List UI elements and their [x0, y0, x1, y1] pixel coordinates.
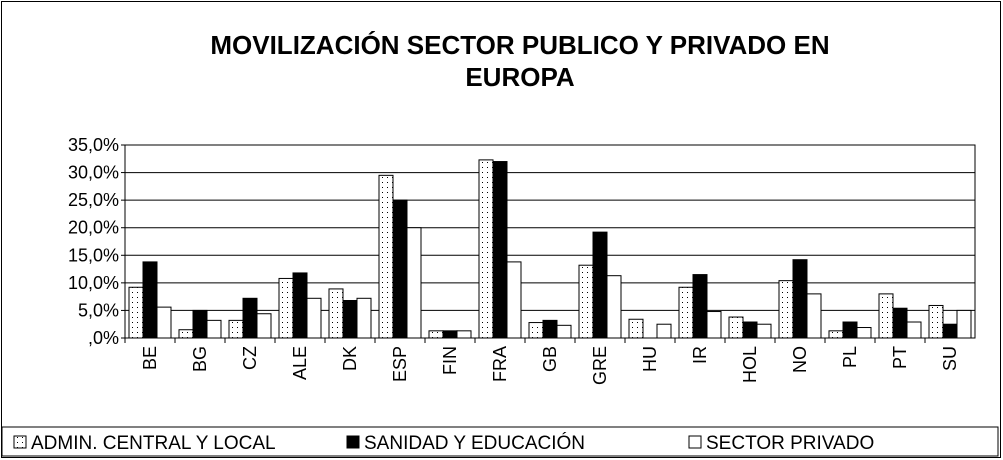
x-tick-label: DK [340, 346, 360, 371]
bar [292, 272, 308, 339]
bar [406, 227, 422, 339]
y-tick-label: 25,0% [68, 190, 119, 210]
x-tick-label: GRE [590, 346, 610, 385]
bar [528, 322, 544, 339]
y-tick-label: 35,0% [68, 135, 119, 155]
bar [792, 259, 808, 339]
bar [356, 297, 372, 339]
x-tick-label: BE [140, 346, 160, 370]
y-tick-label: 30,0% [68, 163, 119, 183]
bar [542, 319, 558, 339]
x-tick-label: PL [840, 346, 860, 368]
bar [878, 293, 894, 339]
legend-swatch [13, 435, 27, 449]
x-tick-label: SU [940, 346, 960, 371]
legend-swatch [688, 435, 702, 449]
bar [756, 323, 772, 339]
bar [706, 311, 722, 339]
bar [728, 316, 744, 339]
bar [478, 159, 494, 339]
x-tick-label: ESP [390, 346, 410, 382]
bar [428, 330, 444, 339]
bar [328, 288, 344, 339]
bar [456, 330, 472, 339]
chart-title: EUROPA [465, 62, 575, 92]
legend-swatch [346, 435, 360, 449]
bar [692, 274, 708, 339]
x-tick-label: HU [640, 346, 660, 372]
x-tick-label: CZ [240, 346, 260, 370]
bar [742, 321, 758, 339]
x-tick-label: GB [540, 346, 560, 372]
bar [628, 318, 644, 339]
x-tick-label: FRA [490, 346, 510, 382]
bar [142, 261, 158, 339]
y-tick-label: 10,0% [68, 273, 119, 293]
x-tick-label: HOL [740, 346, 760, 383]
bar [242, 297, 258, 339]
bar [256, 313, 272, 339]
bar [206, 319, 222, 339]
bar [606, 275, 622, 339]
bar [656, 323, 672, 339]
bar [942, 323, 958, 339]
x-tick-label: PT [890, 346, 910, 369]
legend-label: ADMIN. CENTRAL Y LOCAL [31, 433, 276, 454]
bar [856, 327, 872, 339]
y-tick-label: 20,0% [68, 218, 119, 238]
bar [578, 264, 594, 339]
legend-label: SANIDAD Y EDUCACIÓN [364, 432, 585, 454]
legend-box [1, 426, 999, 457]
bar [442, 330, 458, 339]
bar [306, 297, 322, 339]
plot-area [124, 144, 976, 339]
bar [928, 304, 944, 339]
bar [192, 309, 208, 339]
bar [342, 300, 358, 339]
bar [678, 286, 694, 339]
bar [492, 161, 508, 339]
legend-label: SECTOR PRIVADO [706, 433, 874, 454]
x-tick-label: BG [190, 346, 210, 372]
bar [378, 174, 394, 339]
bar [806, 293, 822, 339]
bar [128, 286, 144, 339]
bar [592, 231, 608, 339]
y-tick-label: 15,0% [68, 245, 119, 265]
bar [228, 319, 244, 339]
x-tick-label: IR [690, 346, 710, 364]
bar [778, 280, 794, 339]
bar [556, 324, 572, 339]
x-tick-label: ALE [290, 346, 310, 380]
y-tick-label: 5,0% [78, 300, 119, 320]
bar [842, 321, 858, 339]
bar [906, 321, 922, 339]
y-tick-label: ,0% [88, 328, 119, 348]
bar [892, 307, 908, 339]
chart-title: MOVILIZACIÓN SECTOR PUBLICO Y PRIVADO EN [210, 30, 829, 60]
bar [956, 309, 972, 339]
bar [392, 199, 408, 339]
bar [506, 261, 522, 339]
x-tick-label: NO [790, 346, 810, 373]
bar [156, 306, 172, 339]
bar [278, 277, 294, 339]
x-tick-label: FIN [440, 346, 460, 375]
bar [178, 329, 194, 339]
bar [828, 330, 844, 339]
